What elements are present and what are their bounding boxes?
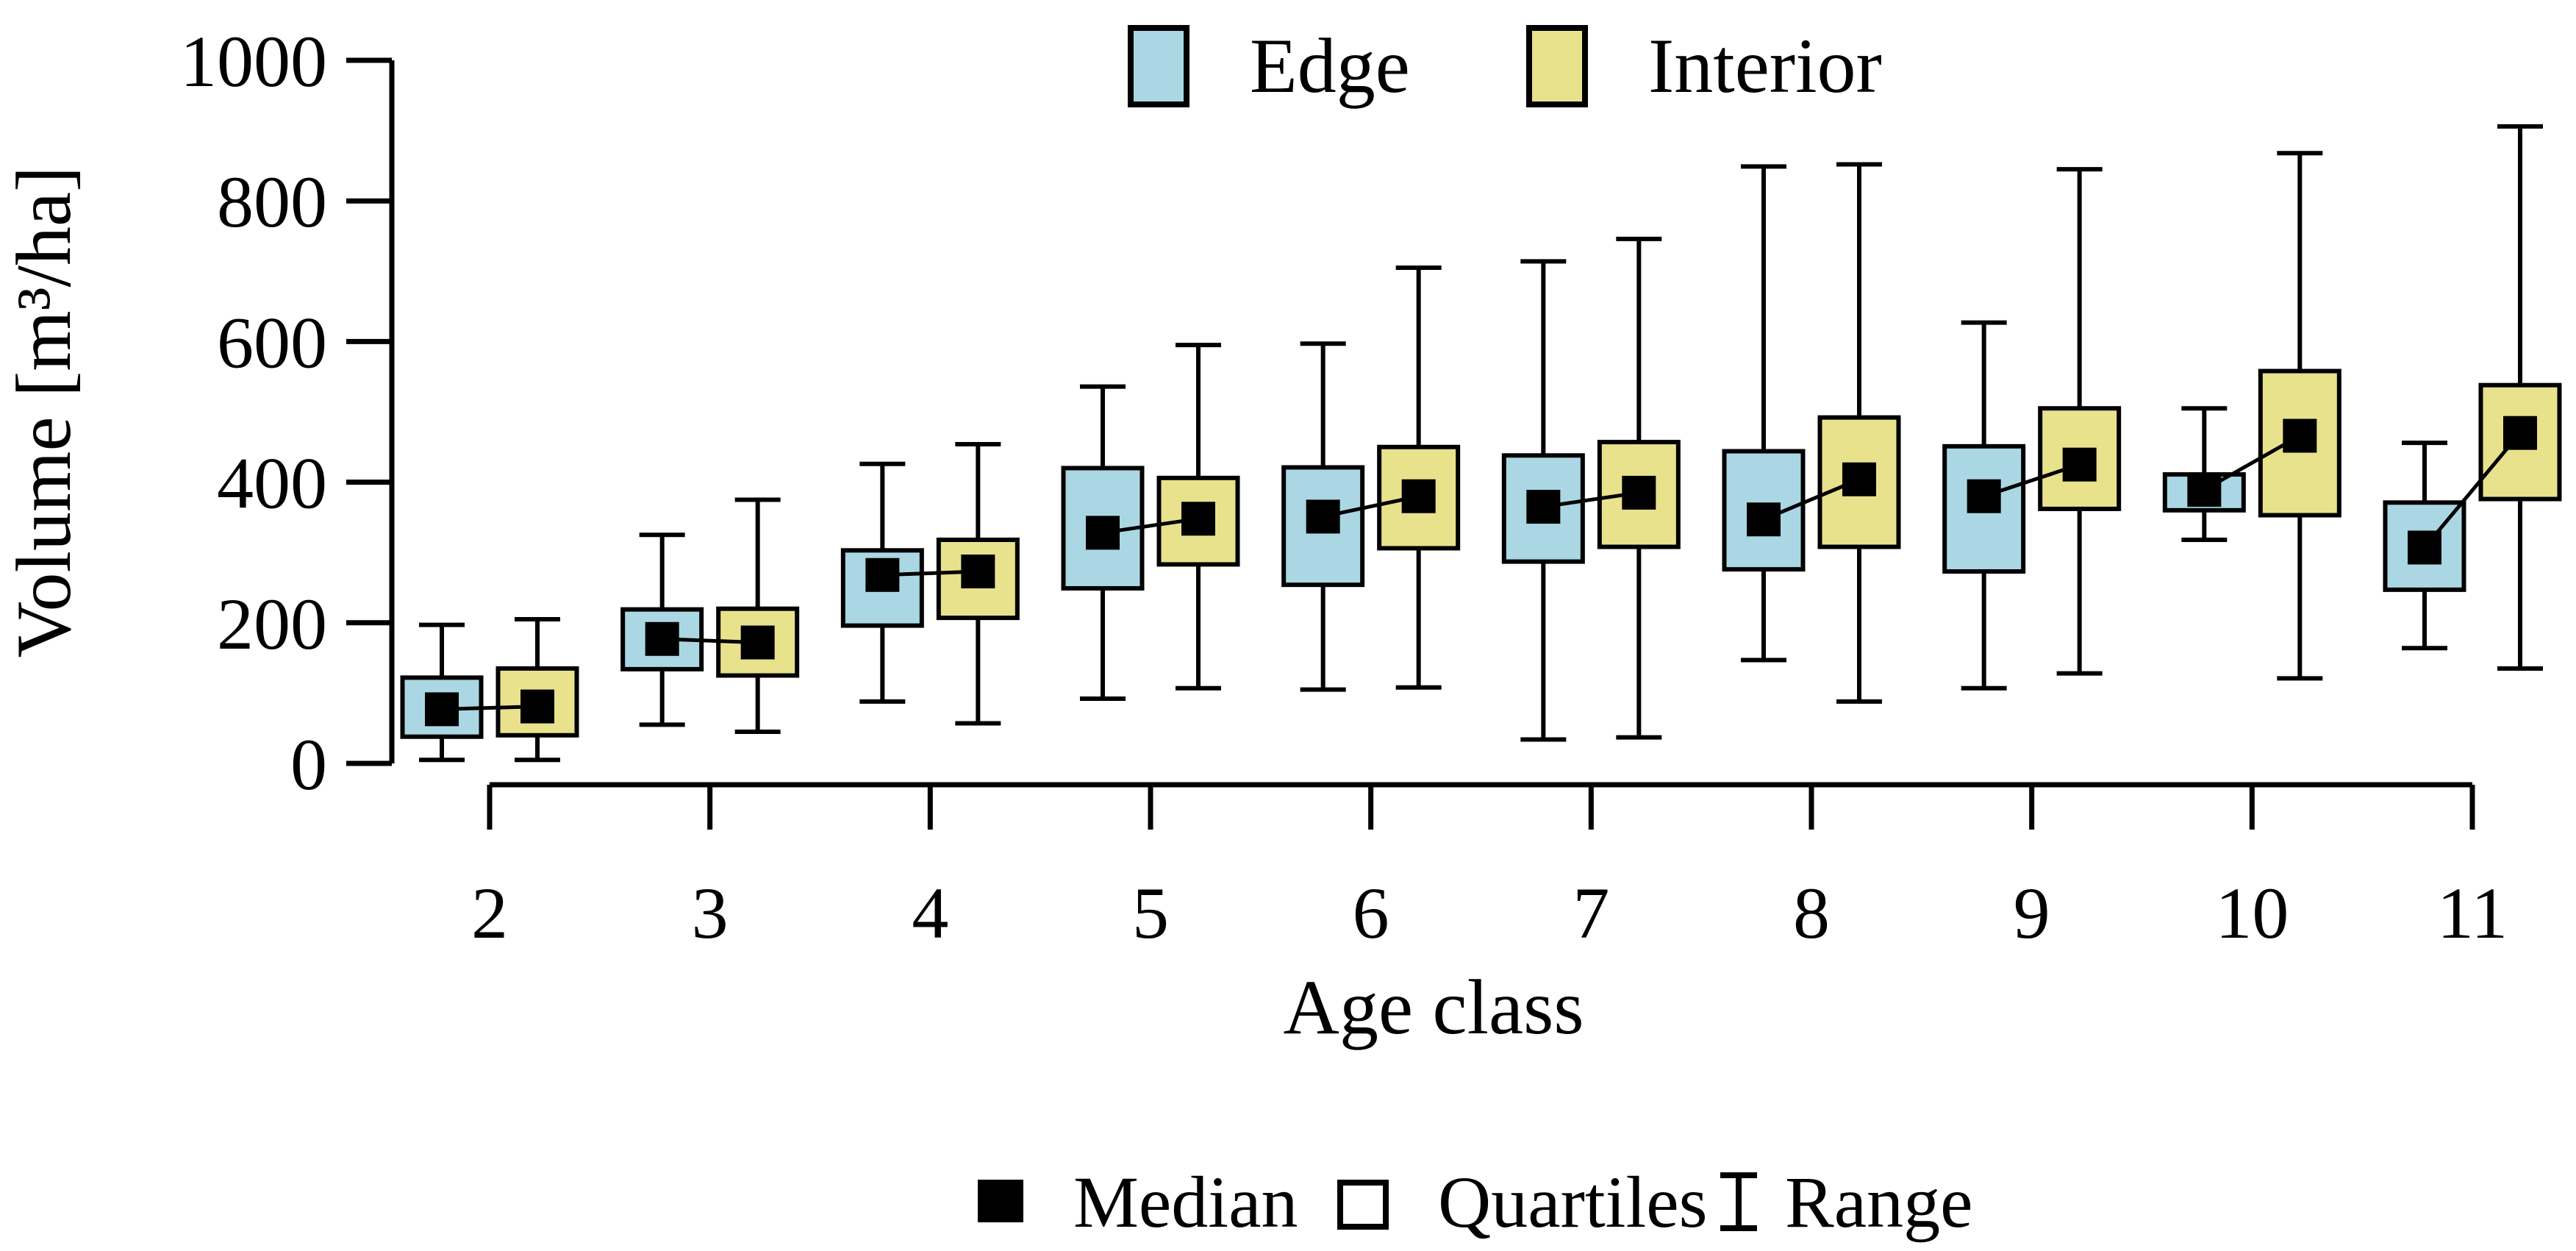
median-connector-11 — [2423, 432, 2522, 549]
median-marker-interior-9 — [2062, 447, 2097, 482]
x-tick-label-6: 6 — [1353, 872, 1389, 954]
x-tick-label-4: 4 — [912, 872, 948, 954]
median-marker-edge-7 — [1526, 490, 1561, 524]
median-marker-interior-4 — [961, 555, 995, 589]
axes-layer: 0 200 400 600 800 1000 2 3 4 5 6 7 8 9 10 11 — [180, 21, 2508, 954]
x-tick-label-7: 7 — [1573, 872, 1609, 954]
quartiles-symbol-label: Quartiles — [1438, 1161, 1708, 1243]
median-marker-edge-4 — [865, 557, 900, 592]
boxplot-interior-8 — [1817, 162, 1901, 704]
median-marker-edge-6 — [1306, 499, 1340, 534]
y-axis-title: Volume [m³/ha] — [1, 166, 87, 658]
edge-legend-swatch — [1128, 25, 1189, 107]
boxplot-layer — [400, 124, 2562, 763]
quartile-box — [1817, 415, 1901, 549]
edge-legend-label: Edge — [1250, 23, 1410, 109]
median-marker-edge-8 — [1747, 502, 1781, 537]
median-marker-edge-3 — [645, 621, 679, 656]
interior-legend-swatch — [1526, 25, 1588, 107]
boxplot-interior-11 — [2478, 124, 2562, 671]
median-marker-edge-11 — [2408, 530, 2442, 565]
x-axis-title: Age class — [1283, 964, 1584, 1050]
x-tick-label-2: 2 — [471, 872, 508, 954]
y-tick-label-800: 800 — [217, 161, 327, 243]
range-symbol-label: Range — [1785, 1161, 1972, 1243]
median-marker-edge-10 — [2187, 473, 2222, 507]
quartile-box — [2258, 368, 2341, 518]
series-legend: Edge Interior — [1128, 23, 1882, 109]
boxplot-edge-8 — [1722, 164, 1806, 663]
quartiles-symbol-icon — [1337, 1180, 1389, 1230]
median-marker-interior-5 — [1181, 502, 1216, 536]
y-tick-label-0: 0 — [290, 724, 327, 805]
y-tick-label-600: 600 — [217, 302, 327, 383]
x-tick-label-11: 11 — [2437, 872, 2508, 954]
median-marker-edge-5 — [1086, 516, 1120, 550]
interior-legend-label: Interior — [1648, 23, 1882, 109]
y-tick-label-1000: 1000 — [180, 21, 327, 102]
median-marker-interior-7 — [1622, 475, 1656, 510]
median-marker-interior-3 — [740, 625, 775, 660]
median-marker-interior-6 — [1401, 479, 1436, 513]
median-symbol-icon — [978, 1180, 1023, 1222]
x-tick-label-9: 9 — [2014, 872, 2050, 954]
median-marker-interior-8 — [1842, 462, 1877, 496]
y-tick-label-400: 400 — [217, 443, 327, 524]
median-marker-interior-10 — [2283, 418, 2317, 453]
median-symbol-label: Median — [1073, 1161, 1298, 1243]
x-tick-label-10: 10 — [2215, 872, 2289, 954]
symbol-legend: Median Quartiles Range — [978, 1161, 1972, 1243]
median-marker-edge-2 — [425, 692, 459, 727]
boxplot-interior-9 — [2038, 167, 2122, 676]
boxplot-interior-3 — [716, 497, 800, 734]
boxplot-interior-10 — [2258, 151, 2341, 681]
range-symbol-icon — [1720, 1172, 1757, 1231]
boxplot-interior-6 — [1377, 265, 1461, 690]
median-marker-edge-9 — [1967, 479, 2001, 513]
x-tick-label-3: 3 — [692, 872, 729, 954]
x-tick-label-5: 5 — [1132, 872, 1169, 954]
x-tick-label-8: 8 — [1793, 872, 1830, 954]
median-marker-interior-2 — [520, 689, 554, 724]
y-tick-label-200: 200 — [217, 583, 327, 665]
median-marker-interior-11 — [2503, 416, 2538, 450]
